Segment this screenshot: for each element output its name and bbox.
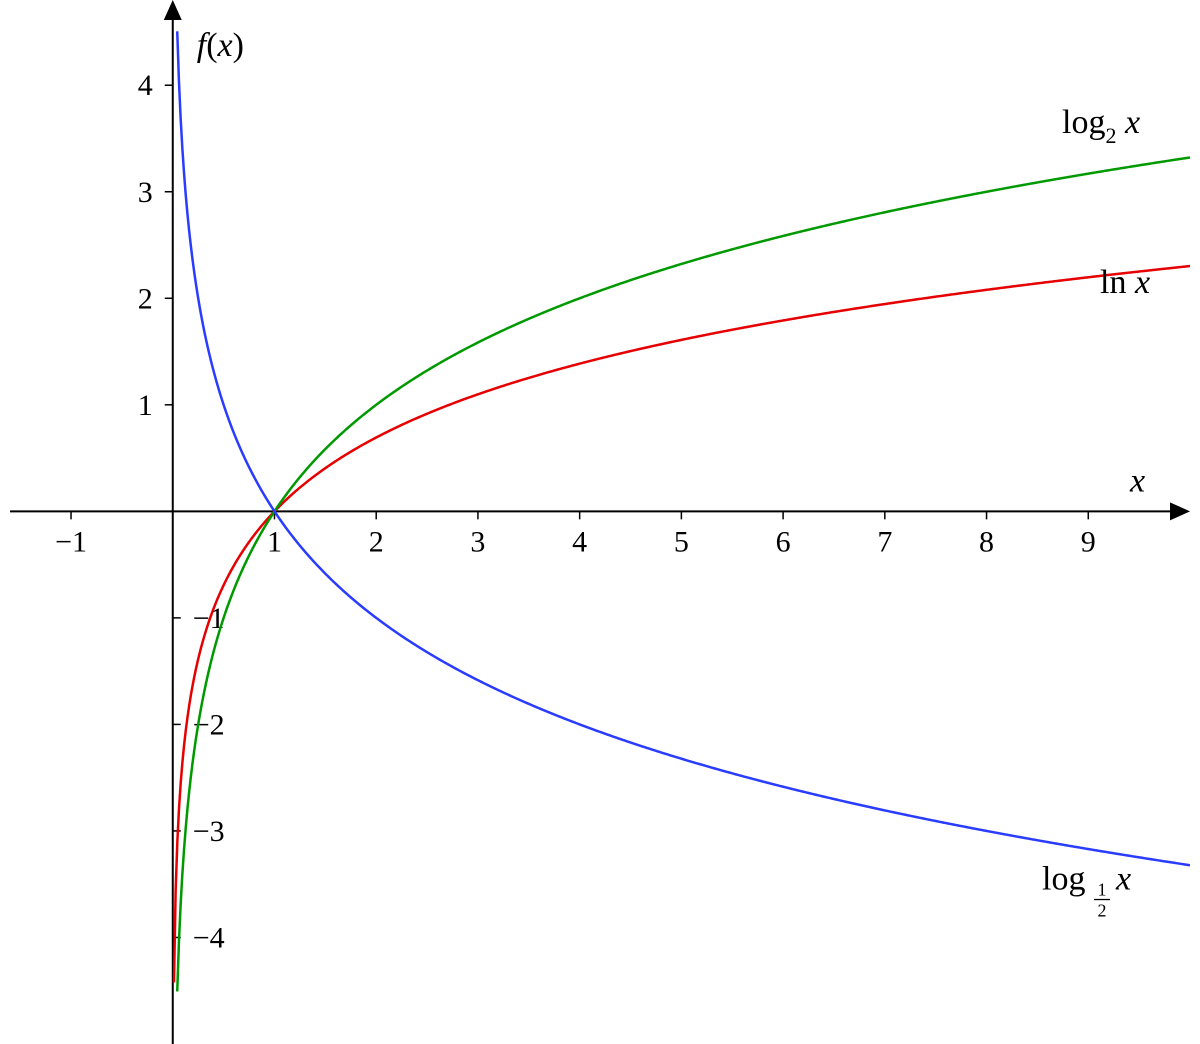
plot-canvas: −11234567891234−1−2−3−4xf(x)ln xlog2 xlo… <box>0 0 1200 1044</box>
xtick-1: 1 <box>267 525 282 558</box>
xtick-3: 3 <box>470 525 485 558</box>
svg-text:x: x <box>1115 861 1131 898</box>
ytick-3: 3 <box>138 176 153 209</box>
label-loghalf-x: log 12 x <box>1042 861 1131 921</box>
ytick--3: −3 <box>193 815 225 848</box>
svg-text:1: 1 <box>1098 880 1107 900</box>
curve-ln-x <box>174 266 1190 982</box>
xtick-4: 4 <box>572 525 587 558</box>
ytick-1: 1 <box>138 389 153 422</box>
svg-text:2: 2 <box>1098 901 1107 921</box>
xtick-2: 2 <box>369 525 384 558</box>
label-ln-x: ln x <box>1100 264 1150 301</box>
ytick-4: 4 <box>138 69 153 102</box>
log-chart: −11234567891234−1−2−3−4xf(x)ln xlog2 xlo… <box>0 0 1200 1044</box>
xtick-9: 9 <box>1081 525 1096 558</box>
ytick-2: 2 <box>138 282 153 315</box>
label-log2-x: log2 x <box>1062 104 1140 148</box>
xtick--1: −1 <box>55 525 87 558</box>
y-axis-label: f(x) <box>197 27 244 64</box>
ytick--4: −4 <box>193 921 225 954</box>
xtick-6: 6 <box>776 525 791 558</box>
xtick-5: 5 <box>674 525 689 558</box>
xtick-8: 8 <box>979 525 994 558</box>
svg-text:log: log <box>1042 861 1085 898</box>
x-axis-label: x <box>1129 462 1145 499</box>
curve-log1/2-x <box>177 31 1190 865</box>
xtick-7: 7 <box>877 525 892 558</box>
